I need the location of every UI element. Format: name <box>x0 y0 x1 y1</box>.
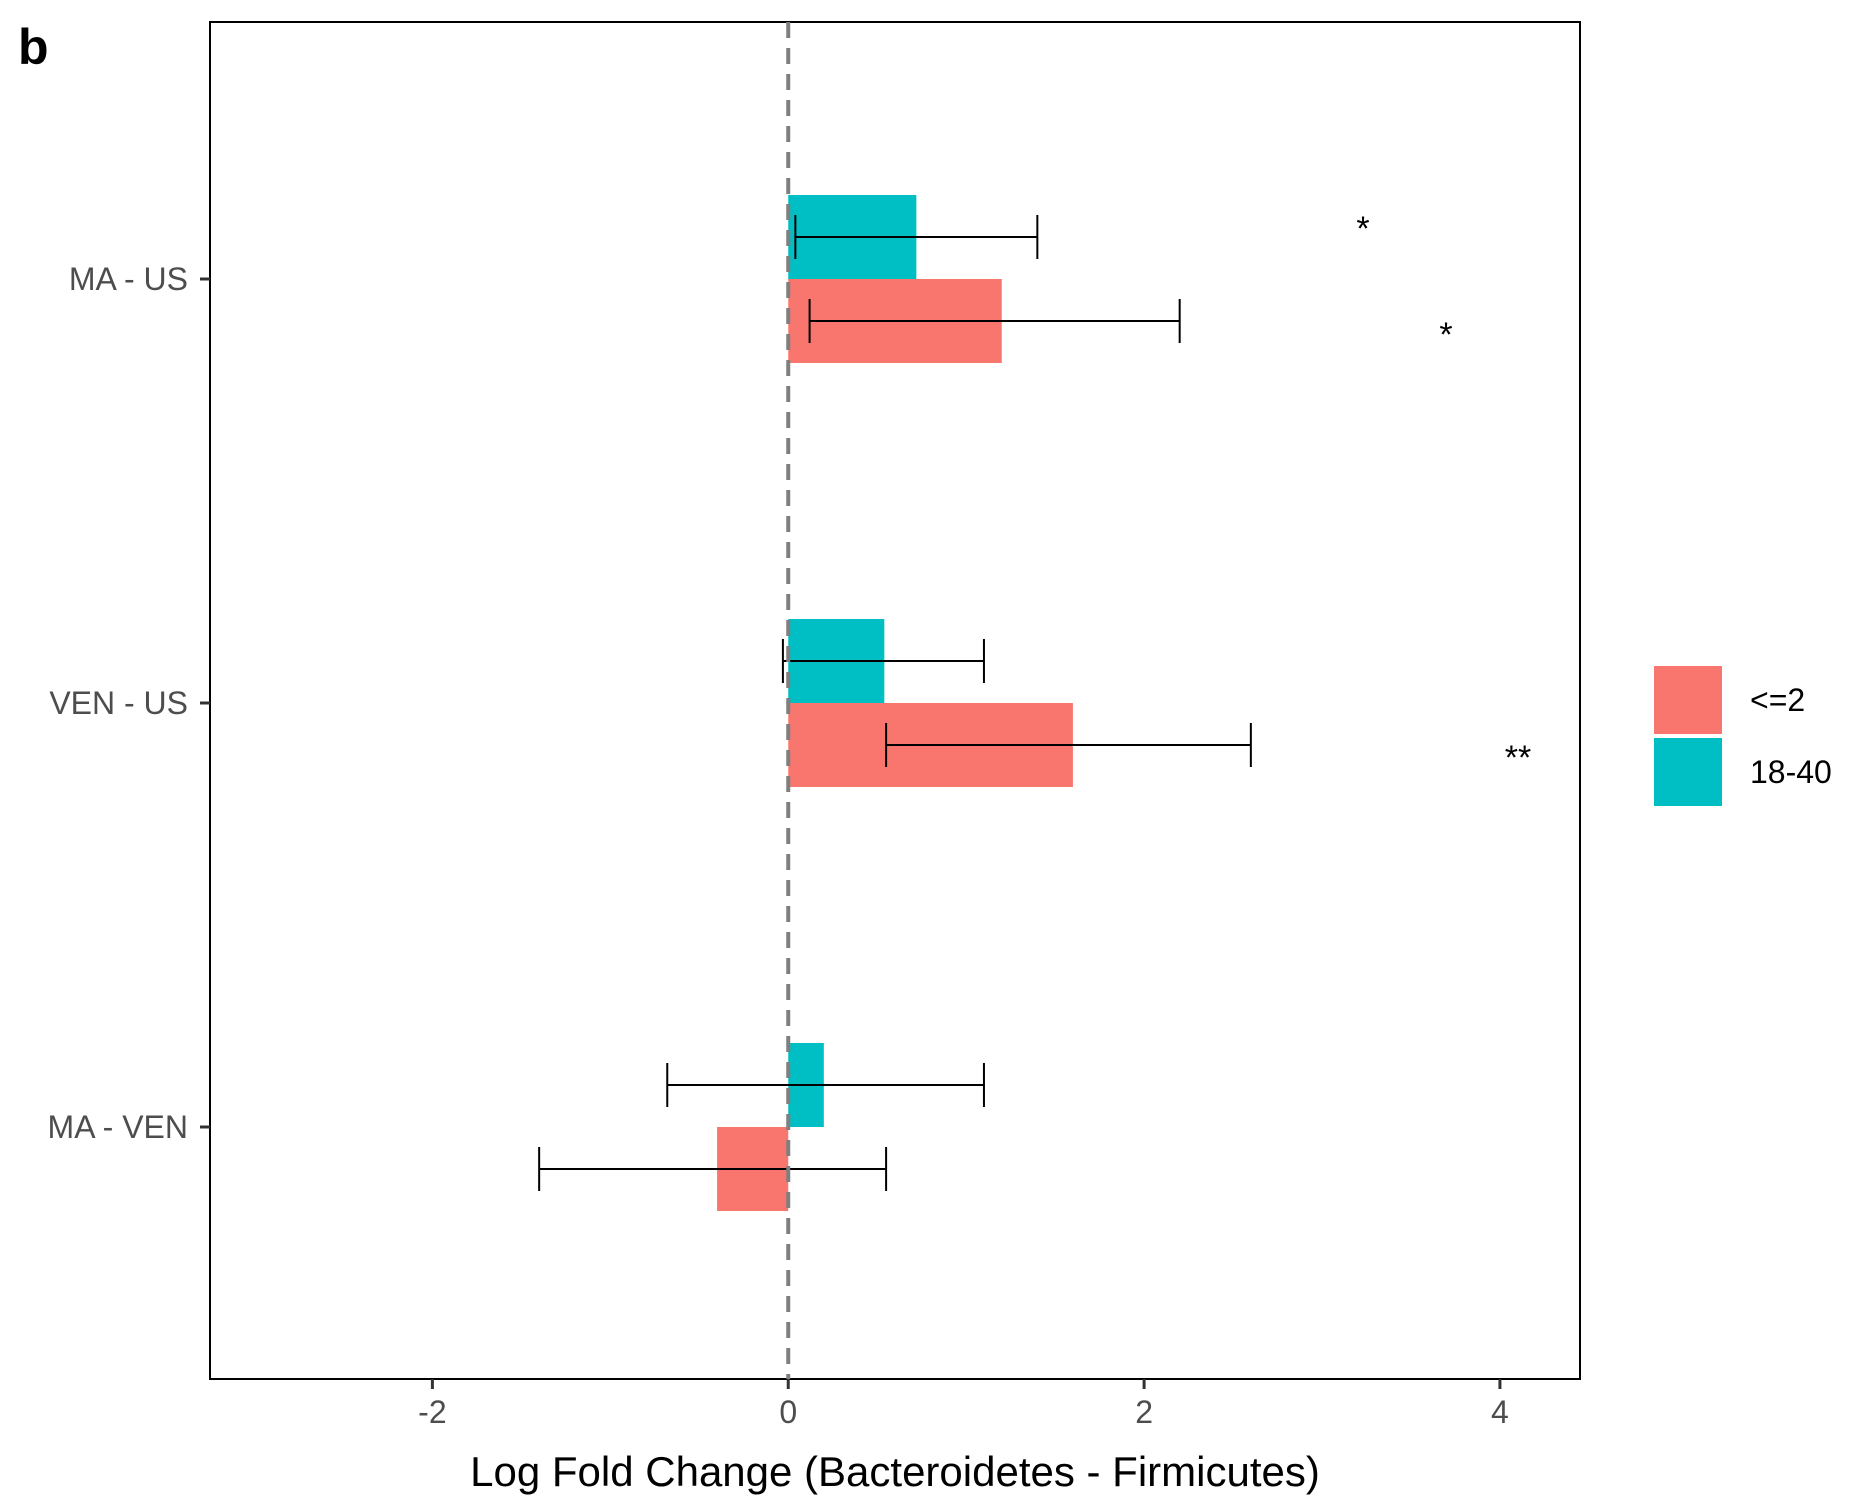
x-tick-label-3: 4 <box>1491 1394 1509 1430</box>
x-tick-label-0: -2 <box>418 1394 446 1430</box>
y-tick-label-ma-us: MA - US <box>69 261 188 297</box>
y-tick-label-ma-ven: MA - VEN <box>48 1109 188 1145</box>
panel-label: b <box>18 19 49 75</box>
legend-label-series1: 18-40 <box>1750 754 1832 790</box>
x-tick-label-2: 2 <box>1135 1394 1153 1430</box>
legend-key-series1 <box>1654 738 1722 806</box>
significance-ma-us-series1: * <box>1356 210 1369 248</box>
x-axis-title: Log Fold Change (Bacteroidetes - Firmicu… <box>470 1448 1320 1495</box>
x-tick-label-1: 0 <box>779 1394 797 1430</box>
significance-ven-us-series0: ** <box>1505 739 1531 777</box>
plot-panel <box>209 21 1581 1380</box>
y-tick-label-ven-us: VEN - US <box>49 685 188 721</box>
legend-label-series0: <=2 <box>1750 682 1805 718</box>
legend-key-series0 <box>1654 666 1722 734</box>
significance-ma-us-series0: * <box>1439 316 1452 354</box>
